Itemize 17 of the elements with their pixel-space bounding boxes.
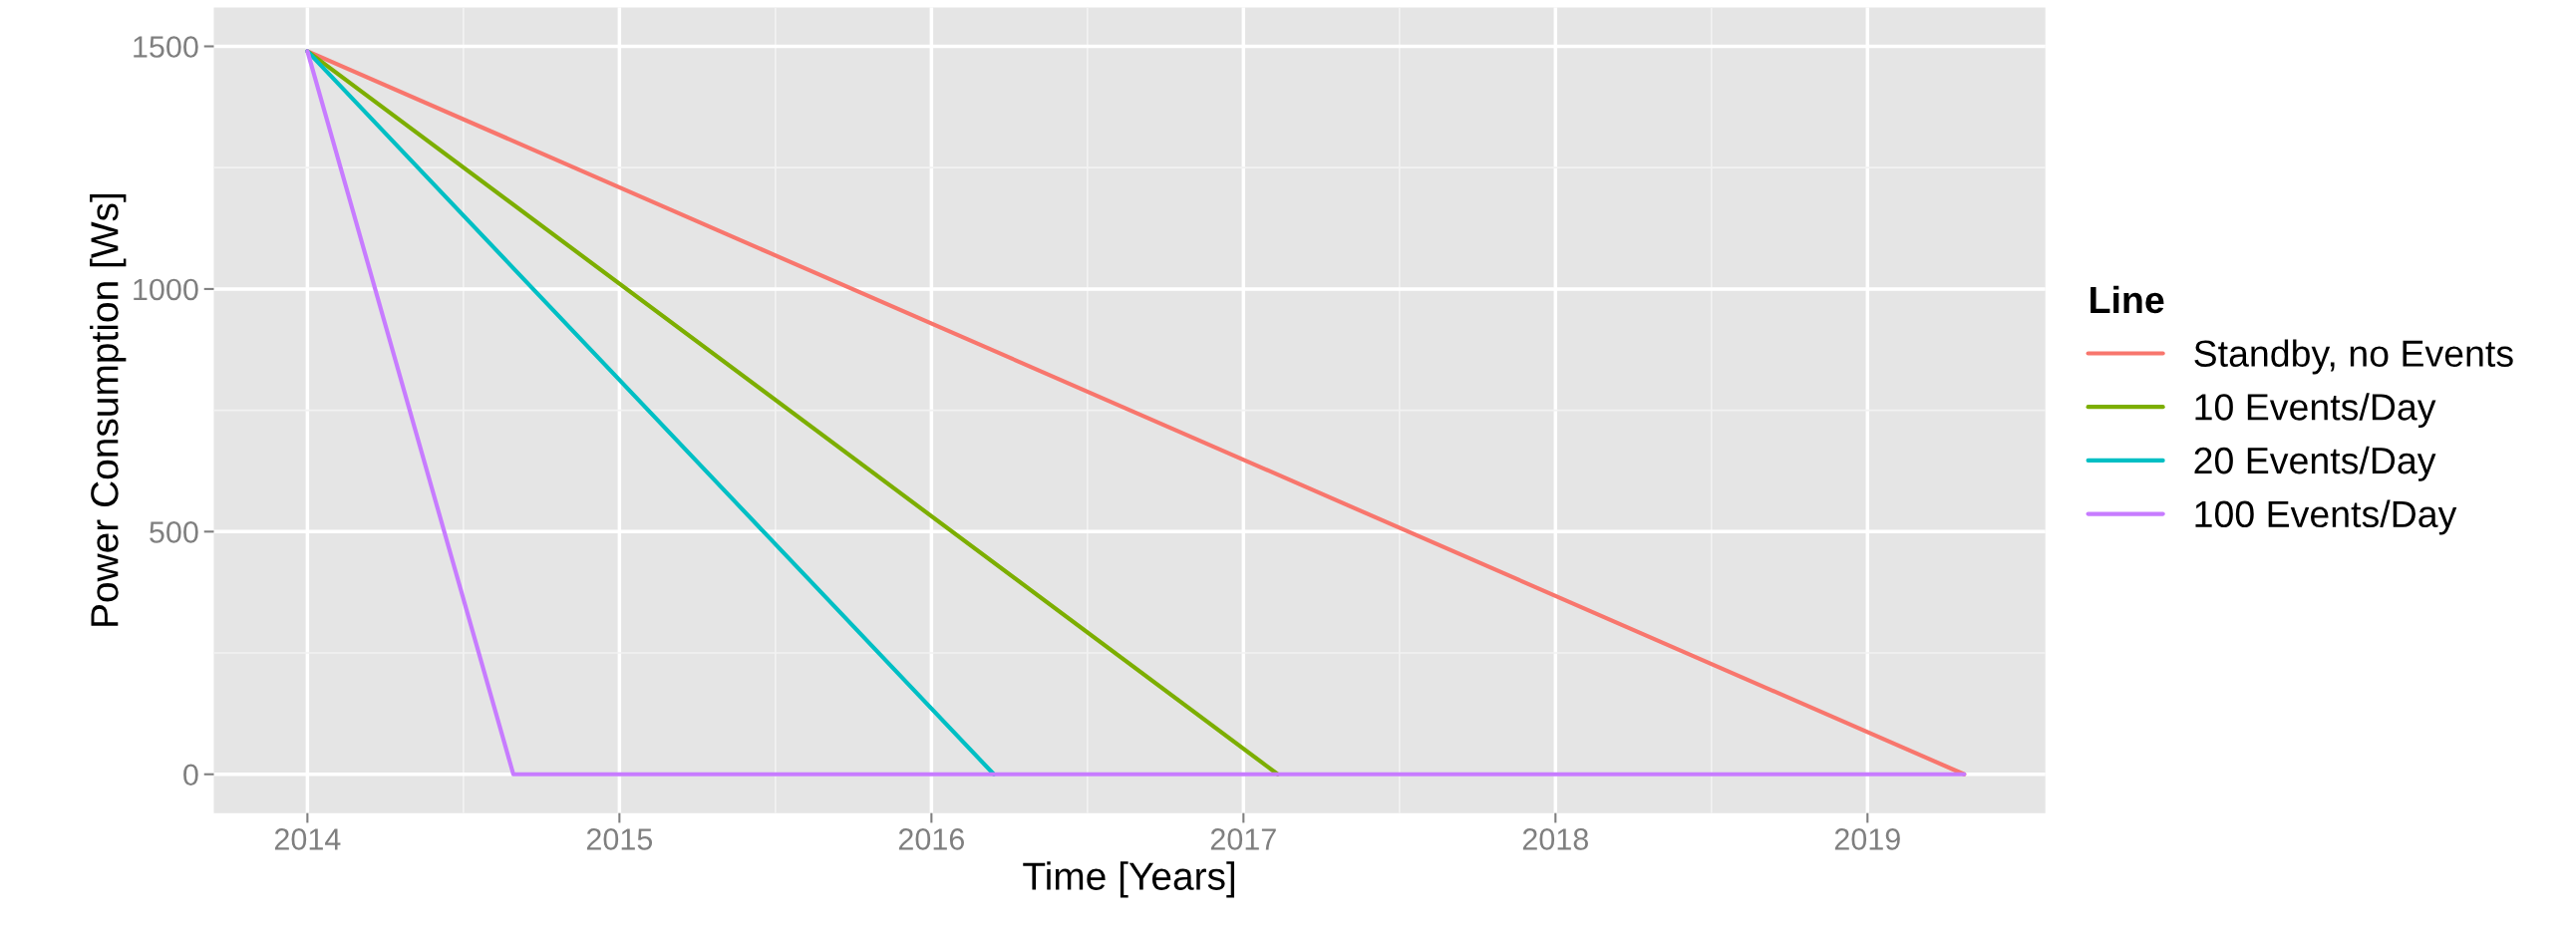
legend-label: Standby, no Events (2194, 339, 2513, 375)
x-tick-label: 2019 (1834, 828, 1900, 850)
y-tick-label: 1500 (134, 36, 198, 58)
legend-title: Line (2091, 285, 2164, 314)
x-tick-label: 2016 (898, 828, 964, 850)
x-tick-label: 2017 (1210, 828, 1276, 850)
y-axis-title: Power Consumption [Ws] (90, 194, 127, 626)
legend-label: 10 Events/Day (2195, 393, 2436, 429)
y-tick-label: 0 (183, 764, 198, 786)
x-tick-label: 2018 (1522, 828, 1588, 850)
y-tick-label: 1000 (134, 278, 198, 301)
legend-label: 20 Events/Day (2194, 446, 2436, 481)
x-axis-title: Time [Years] (1023, 861, 1235, 898)
legend-label: 100 Events/Day (2195, 499, 2457, 535)
x-tick-label: 2015 (586, 828, 653, 850)
x-tick-label: 2014 (274, 828, 341, 850)
y-tick-label: 500 (150, 521, 198, 543)
